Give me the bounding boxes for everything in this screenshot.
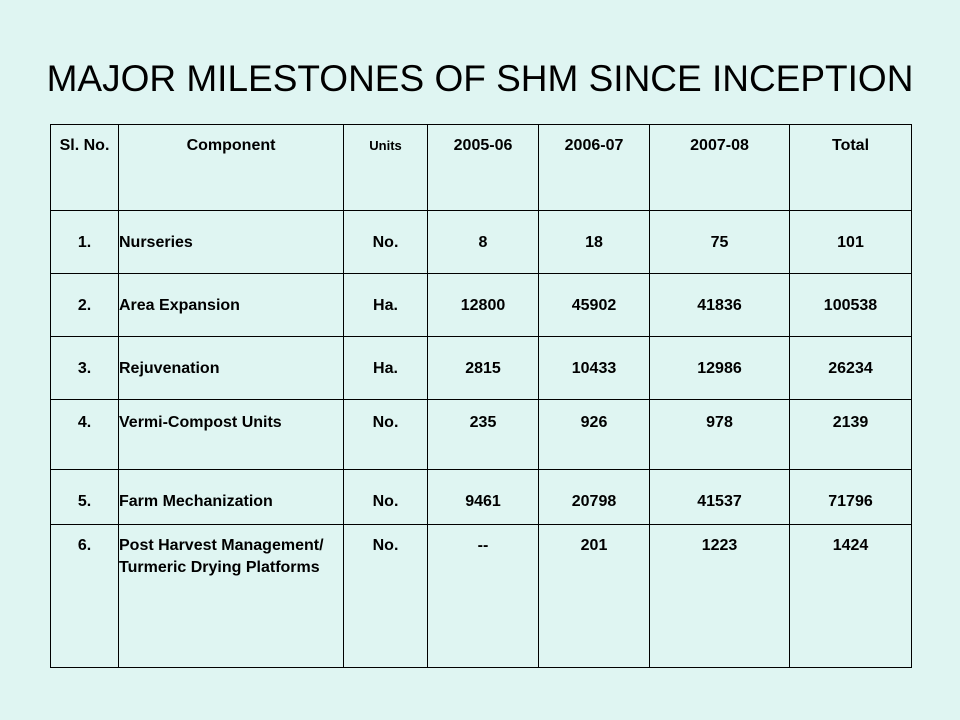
- row-sl-no: 3.: [50, 336, 119, 400]
- row-2007-08: 12986: [649, 336, 790, 400]
- table-row: 2. Area Expansion Ha. 12800 45902 41836 …: [50, 273, 912, 337]
- header-sl-no: Sl. No.: [50, 124, 119, 211]
- table-row: 5. Farm Mechanization No. 9461 20798 415…: [50, 469, 912, 525]
- milestones-table: Sl. No. Component Units 2005-06 2006-07 …: [50, 124, 912, 668]
- row-2006-07: 926: [538, 399, 650, 470]
- header-component: Component: [118, 124, 344, 211]
- row-2005-06: 235: [427, 399, 539, 470]
- row-2006-07: 201: [538, 524, 650, 668]
- table-row: 4. Vermi-Compost Units No. 235 926 978 2…: [50, 399, 912, 470]
- row-2005-06: 8: [427, 210, 539, 274]
- row-2007-08: 978: [649, 399, 790, 470]
- table-row: 1. Nurseries No. 8 18 75 101: [50, 210, 912, 274]
- row-component: Nurseries: [118, 210, 344, 274]
- row-units: No.: [343, 469, 428, 525]
- row-total: 26234: [789, 336, 912, 400]
- row-2007-08: 1223: [649, 524, 790, 668]
- row-2006-07: 10433: [538, 336, 650, 400]
- row-sl-no: 1.: [50, 210, 119, 274]
- header-2006-07: 2006-07: [538, 124, 650, 211]
- row-units: Ha.: [343, 273, 428, 337]
- row-total: 1424: [789, 524, 912, 668]
- row-total: 100538: [789, 273, 912, 337]
- row-units: Ha.: [343, 336, 428, 400]
- row-component: Vermi-Compost Units: [118, 399, 344, 470]
- row-2007-08: 75: [649, 210, 790, 274]
- row-2005-06: 2815: [427, 336, 539, 400]
- row-units: No.: [343, 399, 428, 470]
- row-total: 101: [789, 210, 912, 274]
- header-2007-08: 2007-08: [649, 124, 790, 211]
- row-2006-07: 20798: [538, 469, 650, 525]
- row-component: Rejuvenation: [118, 336, 344, 400]
- row-2005-06: 9461: [427, 469, 539, 525]
- row-total: 71796: [789, 469, 912, 525]
- row-2006-07: 45902: [538, 273, 650, 337]
- row-total: 2139: [789, 399, 912, 470]
- row-units: No.: [343, 524, 428, 668]
- table-row: 3. Rejuvenation Ha. 2815 10433 12986 262…: [50, 336, 912, 400]
- row-2006-07: 18: [538, 210, 650, 274]
- header-total: Total: [789, 124, 912, 211]
- row-sl-no: 5.: [50, 469, 119, 525]
- header-2005-06: 2005-06: [427, 124, 539, 211]
- page-title: MAJOR MILESTONES OF SHM SINCE INCEPTION: [46, 58, 914, 99]
- row-sl-no: 6.: [50, 524, 119, 668]
- row-2007-08: 41836: [649, 273, 790, 337]
- row-2005-06: 12800: [427, 273, 539, 337]
- row-component: Area Expansion: [118, 273, 344, 337]
- header-units: Units: [343, 124, 428, 211]
- table-header-row: Sl. No. Component Units 2005-06 2006-07 …: [50, 124, 912, 211]
- row-2005-06: --: [427, 524, 539, 668]
- table-row: 6. Post Harvest Management/ Turmeric Dry…: [50, 524, 912, 668]
- row-component: Farm Mechanization: [118, 469, 344, 525]
- row-component: Post Harvest Management/ Turmeric Drying…: [118, 524, 344, 668]
- row-units: No.: [343, 210, 428, 274]
- row-2007-08: 41537: [649, 469, 790, 525]
- row-sl-no: 2.: [50, 273, 119, 337]
- row-sl-no: 4.: [50, 399, 119, 470]
